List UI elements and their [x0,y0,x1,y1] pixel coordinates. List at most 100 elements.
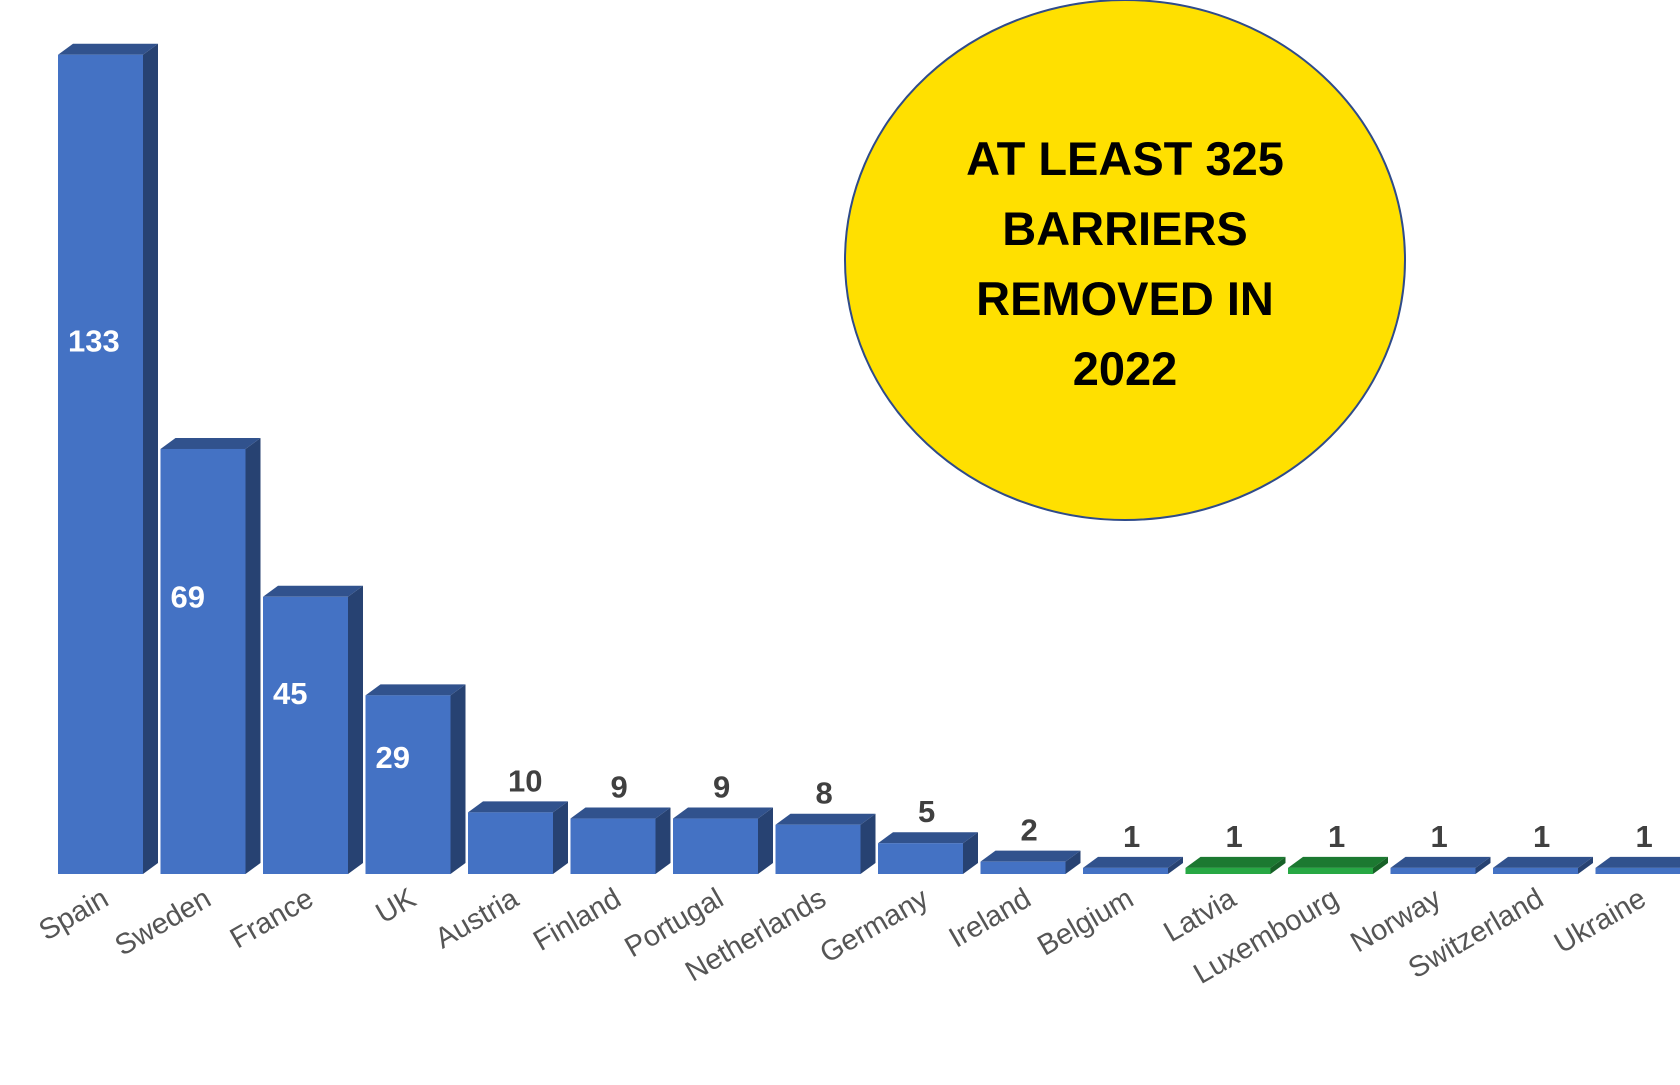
bar-side-austria [553,801,568,874]
bar-front-belgium [1083,867,1168,874]
bar-front-portugal [673,818,758,874]
bar-front-norway [1390,867,1476,874]
bar-front-netherlands [775,824,861,874]
bar-top-uk [365,684,466,696]
bar-top-ireland [980,850,1081,862]
summary-badge-line-1: AT LEAST 325 [966,132,1284,185]
summary-badge-line-4: 2022 [1073,342,1178,395]
value-label-france: 45 [273,676,307,711]
bar-ukraine [1595,856,1680,874]
bar-front-latvia [1185,867,1271,874]
bar-top-norway [1390,856,1491,868]
summary-badge-line-3: REMOVED IN [976,272,1274,325]
bar-top-belgium [1083,856,1183,868]
bar-top-luxembourg [1288,856,1388,868]
bar-switzerland [1493,856,1593,874]
bar-top-austria [468,801,568,813]
value-labels-layer: 133 69 45 29 10 9 9 8 5 2 1 1 1 1 1 1 [68,323,1653,853]
value-label-spain: 133 [68,323,120,358]
value-label-sweden: 69 [171,580,205,615]
bar-front-france [263,596,348,874]
bar-side-belgium [1168,856,1183,874]
bar-top-spain [58,43,158,55]
category-label-france: France [225,882,319,955]
value-label-switzerland: 1 [1533,819,1550,854]
bars-layer [58,43,1680,875]
bar-belgium [1083,856,1183,874]
bar-side-spain [143,43,158,875]
bar-side-germany [963,832,978,874]
bar-side-norway [1475,856,1491,874]
bar-front-sweden [160,448,246,874]
bar-top-germany [878,832,978,844]
value-label-portugal: 9 [713,770,730,805]
value-label-norway: 1 [1431,819,1448,854]
bar-top-latvia [1185,856,1286,868]
bar-france [263,585,363,874]
bar-front-austria [468,812,553,874]
bar-side-portugal [758,807,773,874]
value-label-finland: 9 [611,770,628,805]
bar-top-switzerland [1493,856,1593,868]
bar-front-uk [365,695,451,874]
bar-side-uk [450,684,466,874]
value-label-uk: 29 [376,740,410,775]
bar-norway [1390,856,1491,874]
bar-side-ireland [1065,850,1081,874]
category-label-ukraine: Ukraine [1549,882,1652,960]
category-label-ireland: Ireland [944,882,1037,954]
bar-front-luxembourg [1288,867,1373,874]
value-label-germany: 5 [918,794,935,829]
bar-top-netherlands [775,813,876,825]
bar-luxembourg [1288,856,1388,874]
bar-top-finland [570,807,671,819]
bar-side-luxembourg [1373,856,1388,874]
category-label-uk: UK [371,882,422,930]
category-label-sweden: Sweden [110,882,217,962]
bar-latvia [1185,856,1286,874]
bar-front-ireland [980,861,1066,874]
category-label-spain: Spain [34,882,114,947]
value-label-ukraine: 1 [1636,819,1653,854]
bar-front-germany [878,843,963,874]
bar-germany [878,832,978,874]
value-label-luxembourg: 1 [1328,819,1345,854]
value-label-austria: 10 [508,763,542,798]
bar-front-switzerland [1493,867,1578,874]
bar-side-finland [655,807,671,874]
category-label-finland: Finland [528,882,626,957]
bar-spain [58,43,158,875]
bar-netherlands [775,813,876,874]
bar-finland [570,807,671,874]
bar-front-ukraine [1595,867,1680,874]
bar-side-france [348,585,363,874]
bar-front-finland [570,818,656,874]
summary-badge-line-2: BARRIERS [1002,202,1247,255]
bar-top-portugal [673,807,773,819]
summary-badge: AT LEAST 325 BARRIERS REMOVED IN 2022 [844,0,1406,521]
category-label-belgium: Belgium [1032,882,1139,962]
category-label-germany: Germany [815,882,935,970]
bar-top-sweden [160,437,261,449]
bar-portugal [673,807,773,874]
bar-side-netherlands [860,813,876,874]
value-label-latvia: 1 [1226,819,1243,854]
bar-sweden [160,437,261,874]
category-label-austria: Austria [430,882,525,955]
summary-badge-circle [844,0,1406,521]
bar-side-latvia [1270,856,1286,874]
value-label-ireland: 2 [1021,813,1038,848]
value-label-netherlands: 8 [816,776,833,811]
value-label-belgium: 1 [1123,819,1140,854]
bar-uk [365,684,466,874]
bar-front-spain [58,54,143,875]
bar-austria [468,801,568,874]
bar-top-ukraine [1595,856,1680,868]
bar-side-switzerland [1578,856,1593,874]
bar-ireland [980,850,1081,874]
bar-top-france [263,585,363,597]
bar-side-sweden [245,437,261,874]
